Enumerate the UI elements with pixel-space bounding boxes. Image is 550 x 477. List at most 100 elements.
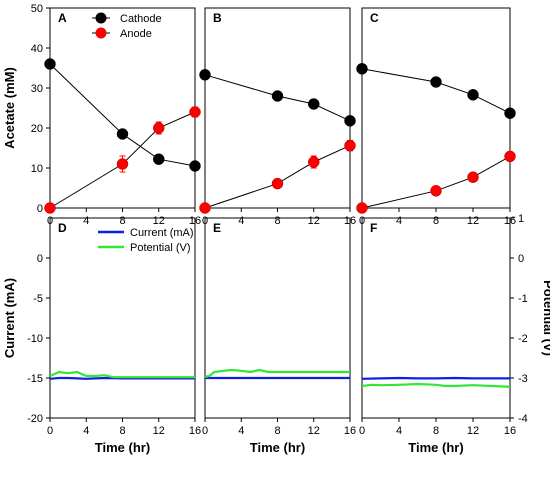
data-point — [504, 150, 516, 163]
data-point — [44, 202, 56, 214]
y2-tick-label: -3 — [518, 373, 528, 385]
data-point — [116, 128, 129, 140]
x-tick-label: 8 — [274, 425, 280, 437]
series-line-1 — [361, 155, 511, 209]
panel-label: B — [213, 11, 222, 25]
legend-label: Potential (V) — [130, 242, 191, 254]
panel-frame — [361, 217, 511, 419]
data-point — [344, 115, 356, 127]
x-tick-label: 0 — [359, 425, 365, 437]
x-tick-label: 0 — [47, 425, 53, 437]
x-tick-label: 4 — [238, 215, 244, 227]
current-line — [50, 376, 195, 380]
x-tick-label: 8 — [433, 215, 439, 227]
y2-axis-title: Potential (V) — [541, 280, 550, 356]
potential-line — [205, 368, 350, 378]
x-tick-label: 12 — [308, 425, 320, 437]
y2-tick-label: 0 — [518, 253, 524, 265]
y-tick-label: -20 — [27, 413, 43, 425]
x-tick-label: 4 — [396, 215, 402, 227]
legend: Cathode Anode — [92, 12, 162, 40]
y-tick-label: -15 — [27, 373, 43, 385]
x-tick-label: 4 — [83, 425, 89, 437]
legend-marker — [95, 12, 107, 24]
x-tick-label: 16 — [344, 425, 356, 437]
x-tick-label: 12 — [467, 215, 479, 227]
data-point — [199, 202, 211, 214]
data-point — [344, 139, 356, 152]
panel-b: B0 4 8 12 16 — [199, 7, 356, 227]
data-point — [153, 122, 165, 134]
y-tick-label: 0 — [37, 253, 43, 265]
x-tick-label: 4 — [238, 425, 244, 437]
x-axis-title: Time (hr) — [408, 440, 463, 455]
y-axis-title: Current (mA) — [2, 278, 17, 358]
x-tick-label: 8 — [119, 425, 125, 437]
y2-tick-label: 1 — [518, 213, 524, 225]
potential-line — [362, 382, 510, 388]
x-tick-label: 12 — [308, 215, 320, 227]
x-tick-label: 12 — [153, 215, 165, 227]
panel-label: A — [58, 11, 67, 25]
y2-tick-label: -1 — [518, 293, 528, 305]
y-tick-label: 40 — [31, 43, 43, 55]
data-point — [199, 69, 211, 81]
x-tick-label: 4 — [396, 425, 402, 437]
data-point — [467, 171, 479, 183]
data-point — [356, 202, 368, 214]
panel-label: C — [370, 11, 379, 25]
data-point — [308, 156, 320, 168]
y-tick-label: -10 — [27, 333, 43, 345]
series-line-1 — [204, 145, 351, 209]
y-tick-label: 20 — [31, 123, 43, 135]
data-point — [189, 160, 201, 172]
data-point — [271, 177, 284, 190]
data-point — [430, 76, 442, 88]
x-tick-label: 4 — [83, 215, 89, 227]
y-tick-label: 10 — [31, 163, 43, 175]
x-tick-label: 0 — [202, 425, 208, 437]
x-tick-label: 16 — [504, 425, 516, 437]
y-tick-label: 0 — [37, 203, 43, 215]
data-point — [116, 158, 129, 170]
y-axis-title: Acetate (mM) — [2, 67, 17, 149]
y2-tick-label: -2 — [518, 333, 528, 345]
legend-marker — [95, 27, 107, 39]
x-tick-label: 8 — [274, 215, 280, 227]
data-point — [504, 107, 516, 119]
panel-label: F — [370, 221, 377, 235]
potential-line — [50, 370, 195, 379]
x-axis-title: Time (hr) — [95, 440, 150, 455]
series-line-0 — [204, 74, 351, 122]
series-line-1 — [49, 111, 196, 209]
series-line-0 — [361, 68, 511, 114]
panel-f: F 0 4 8 12 16 1 0 -1 -2 -3 -4 Potential (V) Time (hr) — [359, 213, 550, 455]
data-point — [467, 89, 479, 101]
x-tick-label: 8 — [119, 215, 125, 227]
x-tick-label: 8 — [433, 425, 439, 437]
x-axis-title: Time (hr) — [250, 440, 305, 455]
legend-label: Cathode — [120, 13, 162, 25]
legend-label: Anode — [120, 28, 152, 40]
legend: Current (mA) Potential (V) — [98, 227, 194, 254]
legend-label: Current (mA) — [130, 227, 194, 239]
panel-e: E 0 4 8 12 16 Time (hr) — [202, 217, 356, 455]
data-point — [356, 63, 368, 75]
data-point — [430, 185, 442, 197]
data-point — [271, 90, 284, 102]
panel-frame — [204, 217, 351, 419]
y-tick-label: 50 — [31, 3, 43, 15]
series-line-0 — [49, 63, 196, 167]
data-point — [308, 98, 320, 110]
data-point — [153, 153, 165, 165]
data-point — [44, 58, 56, 70]
data-point — [189, 106, 201, 118]
panel-label: E — [213, 221, 221, 235]
panel-frame — [361, 7, 511, 209]
x-tick-label: 12 — [467, 425, 479, 437]
y-tick-label: -5 — [33, 293, 43, 305]
y2-tick-label: -4 — [518, 413, 528, 425]
x-tick-label: 12 — [153, 425, 165, 437]
